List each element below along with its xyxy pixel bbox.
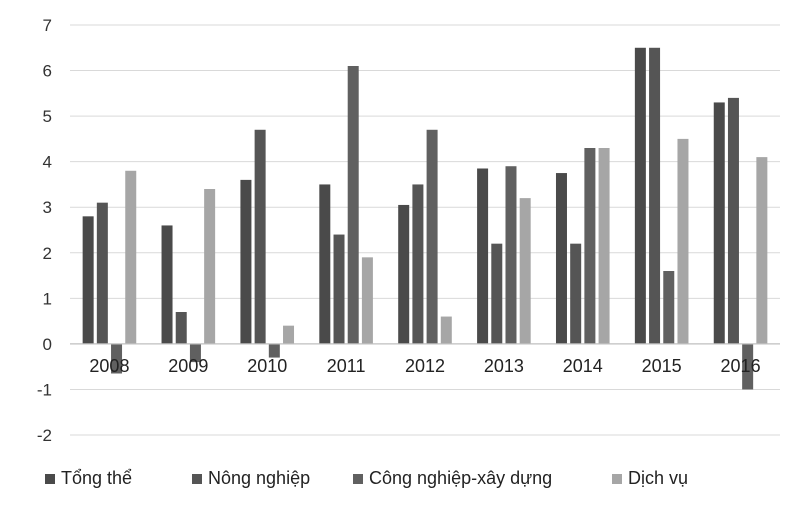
bar-2010-series-3 (283, 325, 295, 344)
bars (82, 47, 768, 390)
x-axis-ticks: 2008 2009 2010 2011 2012 2013 2014 2015 2016 (89, 356, 760, 376)
bar-2009-series-3 (204, 189, 216, 344)
bar-2010-series-0 (240, 179, 252, 344)
x-tick-label: 2015 (642, 356, 682, 376)
bar-2016-series-1 (727, 97, 739, 344)
legend-item-1: Nông nghiệp (192, 468, 310, 488)
bar-2016-series-3 (756, 157, 768, 344)
x-tick-label: 2016 (721, 356, 761, 376)
gridlines (70, 24, 780, 436)
bar-2015-series-1 (649, 47, 661, 344)
y-tick-label: 1 (43, 289, 52, 308)
bar-2009-series-2 (189, 343, 201, 363)
bar-2008-series-0 (82, 216, 94, 344)
bar-2014-series-3 (598, 148, 610, 344)
bar-2013-series-2 (505, 166, 517, 344)
bar-2011-series-1 (333, 234, 345, 344)
bar-2014-series-2 (584, 148, 596, 344)
y-tick-label: -2 (37, 426, 52, 445)
bar-2011-series-0 (319, 184, 331, 344)
bar-2011-series-3 (361, 257, 373, 344)
y-tick-label: -1 (37, 380, 52, 399)
bar-2015-series-2 (663, 271, 675, 344)
x-tick-label: 2008 (89, 356, 129, 376)
bar-2011-series-2 (347, 66, 359, 344)
legend-label: Tổng thể (61, 468, 132, 488)
y-tick-label: 2 (43, 244, 52, 263)
bar-2012-series-3 (440, 316, 452, 344)
bar-2012-series-0 (398, 204, 410, 344)
legend-item-2: Công nghiệp-xây dựng (353, 468, 552, 488)
bar-2010-series-1 (254, 129, 266, 344)
bar-2012-series-2 (426, 129, 438, 344)
legend-swatch (353, 474, 363, 484)
bar-2009-series-1 (175, 312, 187, 344)
legend-item-3: Dịch vụ (612, 468, 688, 488)
y-tick-label: 6 (43, 62, 52, 81)
x-tick-label: 2014 (563, 356, 603, 376)
legend: Tổng thể Nông nghiệp Công nghiệp-xây dựng D… (45, 468, 688, 488)
bar-2012-series-1 (412, 184, 424, 344)
bar-2013-series-1 (491, 243, 503, 344)
bar-2013-series-0 (477, 168, 489, 344)
legend-label: Dịch vụ (628, 468, 688, 488)
y-axis-ticks: -2 -1 0 1 2 3 4 5 6 7 (37, 16, 52, 445)
y-tick-label: 4 (43, 153, 52, 172)
bar-2009-series-0 (161, 225, 173, 344)
legend-label: Nông nghiệp (208, 468, 310, 488)
legend-swatch (45, 474, 55, 484)
bar-2015-series-0 (634, 47, 646, 344)
legend-label: Công nghiệp-xây dựng (369, 468, 552, 488)
legend-swatch (612, 474, 622, 484)
bar-2010-series-2 (268, 343, 280, 358)
x-tick-label: 2013 (484, 356, 524, 376)
y-tick-label: 3 (43, 198, 52, 217)
bar-2016-series-2 (742, 343, 754, 390)
bar-2014-series-0 (555, 173, 567, 344)
x-tick-label: 2010 (247, 356, 287, 376)
bar-2008-series-2 (111, 343, 123, 374)
y-tick-label: 0 (43, 335, 52, 354)
bar-2013-series-3 (519, 198, 531, 344)
y-tick-label: 5 (43, 107, 52, 126)
legend-item-0: Tổng thể (45, 468, 132, 488)
bar-2015-series-3 (677, 138, 689, 344)
x-tick-label: 2009 (168, 356, 208, 376)
bar-2008-series-1 (96, 202, 108, 344)
bar-2016-series-0 (713, 102, 725, 344)
x-tick-label: 2012 (405, 356, 445, 376)
legend-swatch (192, 474, 202, 484)
bar-2014-series-1 (570, 243, 582, 344)
x-tick-label: 2011 (327, 356, 366, 376)
y-tick-label: 7 (43, 16, 52, 35)
bar-2008-series-3 (125, 170, 137, 344)
